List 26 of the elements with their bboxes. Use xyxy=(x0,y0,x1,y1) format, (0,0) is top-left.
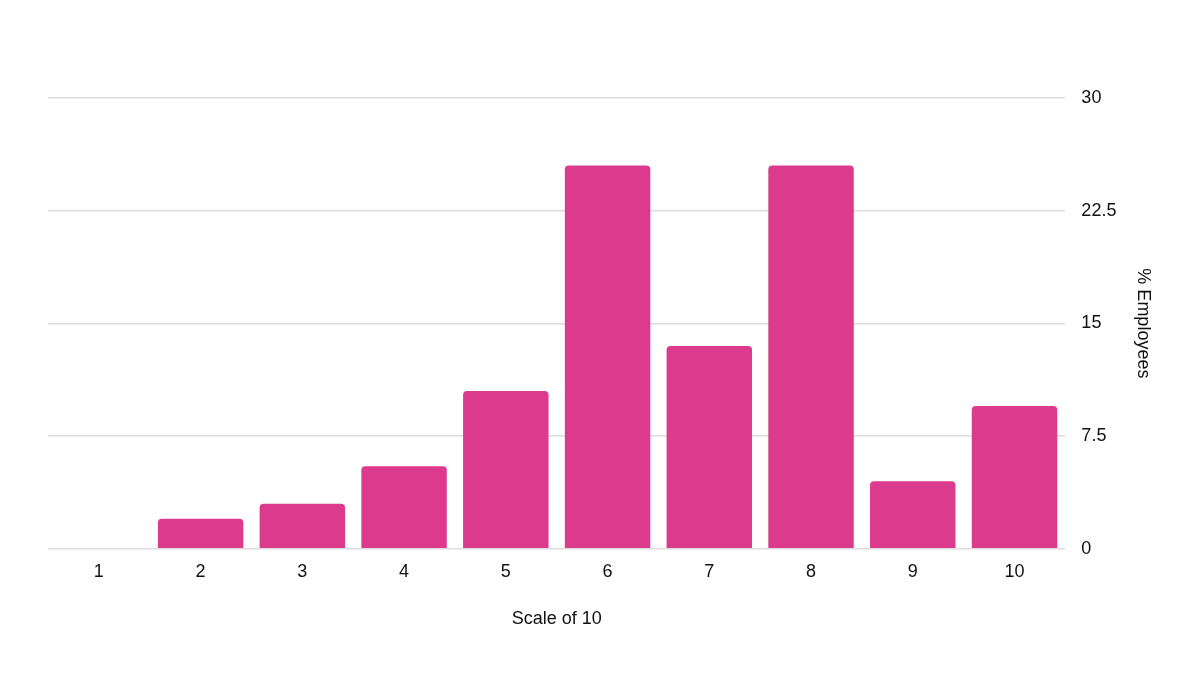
y-tick-label: 0 xyxy=(1081,537,1092,558)
bar xyxy=(157,518,244,549)
bar xyxy=(870,481,956,549)
bar xyxy=(971,406,1058,549)
x-tick-label: 3 xyxy=(297,560,308,581)
bar xyxy=(361,466,447,549)
x-tick-label: 6 xyxy=(602,560,613,581)
bar xyxy=(463,391,549,549)
y-tick-label: 15 xyxy=(1081,312,1102,333)
x-tick-label: 7 xyxy=(704,560,715,581)
bar xyxy=(768,165,854,549)
x-tick-label: 1 xyxy=(93,560,104,581)
y-tick-label: 7.5 xyxy=(1081,425,1107,446)
bar xyxy=(666,345,753,549)
x-tick-label: 8 xyxy=(806,560,817,581)
y-tick-label: 30 xyxy=(1081,86,1102,107)
bar xyxy=(259,503,346,549)
y-tick-label: 22.5 xyxy=(1081,199,1117,220)
x-tick-label: 4 xyxy=(399,560,410,581)
x-tick-label: 10 xyxy=(1004,560,1025,581)
bar xyxy=(564,165,651,549)
x-tick-label: 5 xyxy=(500,560,511,581)
x-axis-title: Scale of 10 xyxy=(511,608,602,629)
x-tick-label: 2 xyxy=(195,560,206,581)
y-axis-title: % Employees xyxy=(1134,268,1155,379)
x-tick-label: 9 xyxy=(907,560,918,581)
